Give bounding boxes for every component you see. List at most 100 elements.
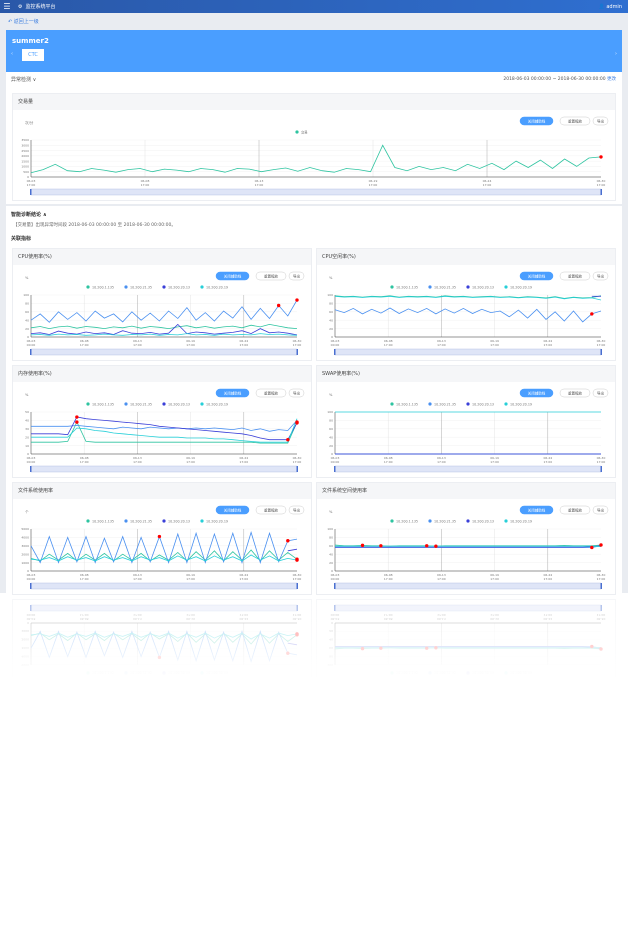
legend-item[interactable]: 10.200.1.135 [390, 519, 418, 523]
tab-prev-icon[interactable]: ‹ [11, 51, 13, 57]
legend-item[interactable]: 10.200.21.35 [124, 519, 152, 523]
data-zoom-slider[interactable] [30, 582, 298, 590]
x-tick-label: 17:00 [543, 577, 552, 581]
reset-zoom-button[interactable]: 重置缩放 [255, 388, 287, 398]
x-tick-label: 17:00 [141, 183, 150, 187]
legend-item[interactable]: 10.200.20.13 [162, 519, 190, 523]
legend-item[interactable]: 10.200.21.35 [428, 519, 456, 523]
legend-item[interactable]: 10.200.1.135 [86, 402, 114, 406]
aux-line-button[interactable]: 关闭辅助线 [215, 271, 250, 281]
anomaly-point[interactable] [599, 543, 603, 547]
anomaly-point[interactable] [425, 544, 429, 548]
anomaly-point[interactable] [599, 155, 603, 159]
legend-item[interactable]: 10.200.20.19 [504, 402, 532, 406]
back-link[interactable]: ↶ 返回上一级 [8, 19, 39, 25]
aux-line-button[interactable]: 关闭辅助线 [215, 505, 250, 515]
data-zoom-slider[interactable] [334, 465, 602, 473]
legend-item[interactable]: 10.200.20.13 [466, 402, 494, 406]
export-button[interactable]: 导出 [592, 116, 609, 126]
diagnosis-title[interactable]: 智能诊断结论 ∧ [11, 212, 47, 218]
x-tick-label: 06-13 [133, 456, 142, 460]
legend-item[interactable]: 10.200.20.13 [466, 285, 494, 289]
anomaly-point[interactable] [295, 298, 299, 302]
reset-zoom-button[interactable]: 重置缩放 [559, 271, 591, 281]
aux-line-button[interactable]: 关闭辅助线 [519, 271, 554, 281]
legend-item[interactable]: 10.200.21.35 [428, 402, 456, 406]
export-button[interactable]: 导出 [288, 388, 305, 398]
anomaly-point[interactable] [295, 558, 299, 562]
aux-line-button[interactable]: 关闭辅助线 [519, 116, 554, 126]
x-tick-label: 00:00 [27, 343, 36, 347]
export-button[interactable]: 导出 [288, 505, 305, 515]
menu-icon[interactable]: ☰ [3, 2, 11, 11]
anomaly-point[interactable] [379, 544, 383, 548]
reset-zoom-button[interactable]: 重置缩放 [559, 116, 591, 126]
legend-item[interactable]: 10.200.21.35 [124, 402, 152, 406]
user-menu[interactable]: 👤 admin [599, 4, 623, 10]
reset-zoom-button[interactable]: 重置缩放 [255, 505, 287, 515]
reset-zoom-button[interactable]: 重置缩放 [559, 388, 591, 398]
anomaly-filter[interactable]: 异常检测 ∨ [11, 77, 37, 83]
anomaly-point[interactable] [590, 545, 594, 550]
x-tick-label: 00:00 [27, 460, 36, 464]
aux-line-button[interactable]: 关闭辅助线 [215, 388, 250, 398]
slider-handle-right [600, 349, 602, 355]
button-label: 导出 [293, 507, 301, 512]
legend-item[interactable]: 10.200.20.19 [504, 519, 532, 523]
legend-item[interactable]: 10.200.20.19 [200, 402, 228, 406]
change-range-link[interactable]: 更改 [607, 77, 616, 82]
anomaly-point[interactable] [434, 544, 438, 548]
aux-line-button[interactable]: 关闭辅助线 [519, 388, 554, 398]
button-bg [519, 505, 554, 515]
legend-item[interactable]: 10.200.20.19 [504, 285, 532, 289]
legend-item[interactable]: 10.200.1.135 [390, 402, 418, 406]
y-tick-label: 50 [25, 410, 29, 414]
x-tick-label: 06-30 [597, 456, 606, 460]
series-line [287, 548, 298, 552]
anomaly-point[interactable] [276, 303, 281, 308]
export-button[interactable]: 导出 [592, 505, 609, 515]
anomaly-point[interactable] [286, 539, 290, 543]
x-tick-label: 06-13 [437, 573, 446, 577]
anomaly-point[interactable] [75, 415, 79, 419]
aux-line-button[interactable]: 关闭辅助线 [519, 505, 554, 515]
anomaly-point[interactable] [360, 543, 365, 548]
anomaly-point[interactable] [286, 438, 290, 442]
y-tick-label: 60 [329, 310, 333, 314]
legend-item[interactable]: 10.200.20.13 [162, 402, 190, 406]
legend-label: 10.200.20.19 [510, 519, 532, 523]
x-tick-label: 06-13 [133, 339, 142, 343]
legend-item[interactable]: 10.200.1.135 [86, 519, 114, 523]
data-zoom-slider[interactable] [30, 465, 298, 473]
legend-item[interactable]: 10.200.20.13 [466, 519, 494, 523]
legend-item[interactable]: 10.200.1.135 [86, 285, 114, 289]
data-zoom-slider[interactable] [334, 582, 602, 590]
reset-zoom-button[interactable]: 重置缩放 [559, 505, 591, 515]
legend-item[interactable]: 交易 [295, 129, 308, 134]
legend-marker [428, 285, 432, 289]
anomaly-point[interactable] [157, 534, 162, 539]
anomaly-point[interactable] [75, 420, 79, 424]
y-tick-label: 2500 [21, 149, 29, 153]
legend-item[interactable]: 10.200.20.19 [200, 285, 228, 289]
legend-marker [200, 285, 204, 289]
tab-next-icon[interactable]: › [615, 51, 617, 57]
legend-item[interactable]: 10.200.21.35 [124, 285, 152, 289]
tab-ctc[interactable]: CTC [22, 49, 44, 61]
legend-item[interactable]: 10.200.20.13 [162, 285, 190, 289]
data-zoom-slider[interactable] [30, 188, 602, 196]
legend-item[interactable]: 10.200.20.19 [200, 519, 228, 523]
reset-zoom-button[interactable]: 重置缩放 [255, 271, 287, 281]
legend-item[interactable]: 10.200.1.135 [390, 285, 418, 289]
anomaly-point[interactable] [590, 312, 594, 316]
export-button[interactable]: 导出 [592, 388, 609, 398]
export-button[interactable]: 导出 [592, 271, 609, 281]
legend-label: 10.200.20.19 [206, 519, 228, 523]
anomaly-point[interactable] [295, 421, 299, 425]
chart-title: 内存使用率(%) [13, 366, 311, 382]
data-zoom-slider[interactable] [30, 348, 298, 356]
legend-item[interactable]: 10.200.21.35 [428, 285, 456, 289]
x-tick-label: 06-08 [384, 339, 393, 343]
data-zoom-slider[interactable] [334, 348, 602, 356]
export-button[interactable]: 导出 [288, 271, 305, 281]
